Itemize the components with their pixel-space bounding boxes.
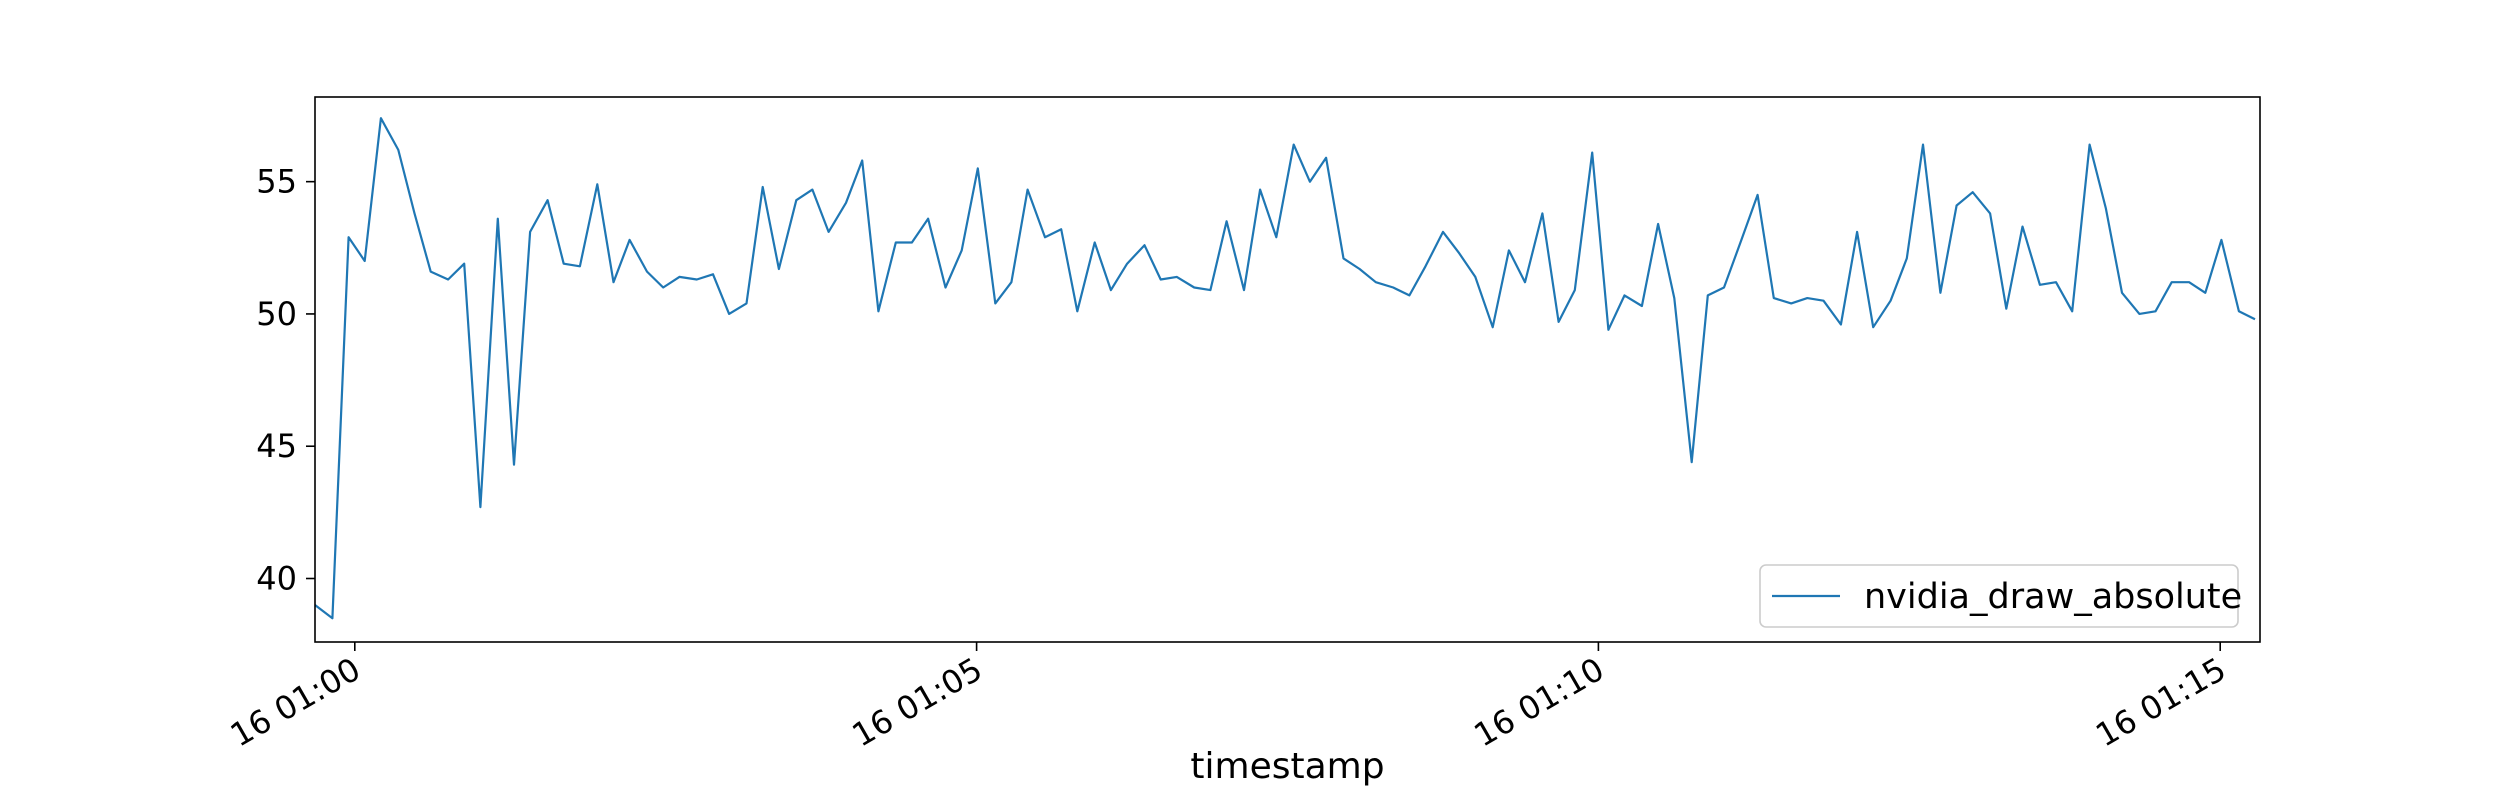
x-tick-label: 16 01:15 <box>2089 650 2232 754</box>
legend: nvidia_draw_absolute <box>1759 564 2242 628</box>
x-tick-label: 16 01:00 <box>224 650 367 754</box>
y-tick-label: 45 <box>256 427 297 465</box>
y-tick-label: 55 <box>256 163 297 201</box>
y-axis-ticks: 40 45 50 55 <box>256 163 315 598</box>
series-layer <box>314 117 2256 620</box>
legend-box <box>1759 564 2239 628</box>
y-tick-label: 40 <box>256 560 297 598</box>
y-tick-label: 50 <box>256 295 297 333</box>
x-tick-label: 16 01:05 <box>846 650 989 754</box>
legend-label: nvidia_draw_absolute <box>1864 577 2242 617</box>
series-line-nvidia_draw_absolute <box>314 117 2256 620</box>
x-axis-ticks: 16 01:00 16 01:05 16 01:10 16 01:15 <box>224 642 2232 754</box>
plot-frame <box>314 96 2261 643</box>
x-tick-label: 16 01:10 <box>1467 650 1610 754</box>
x-axis-label: timestamp <box>1190 746 1384 787</box>
